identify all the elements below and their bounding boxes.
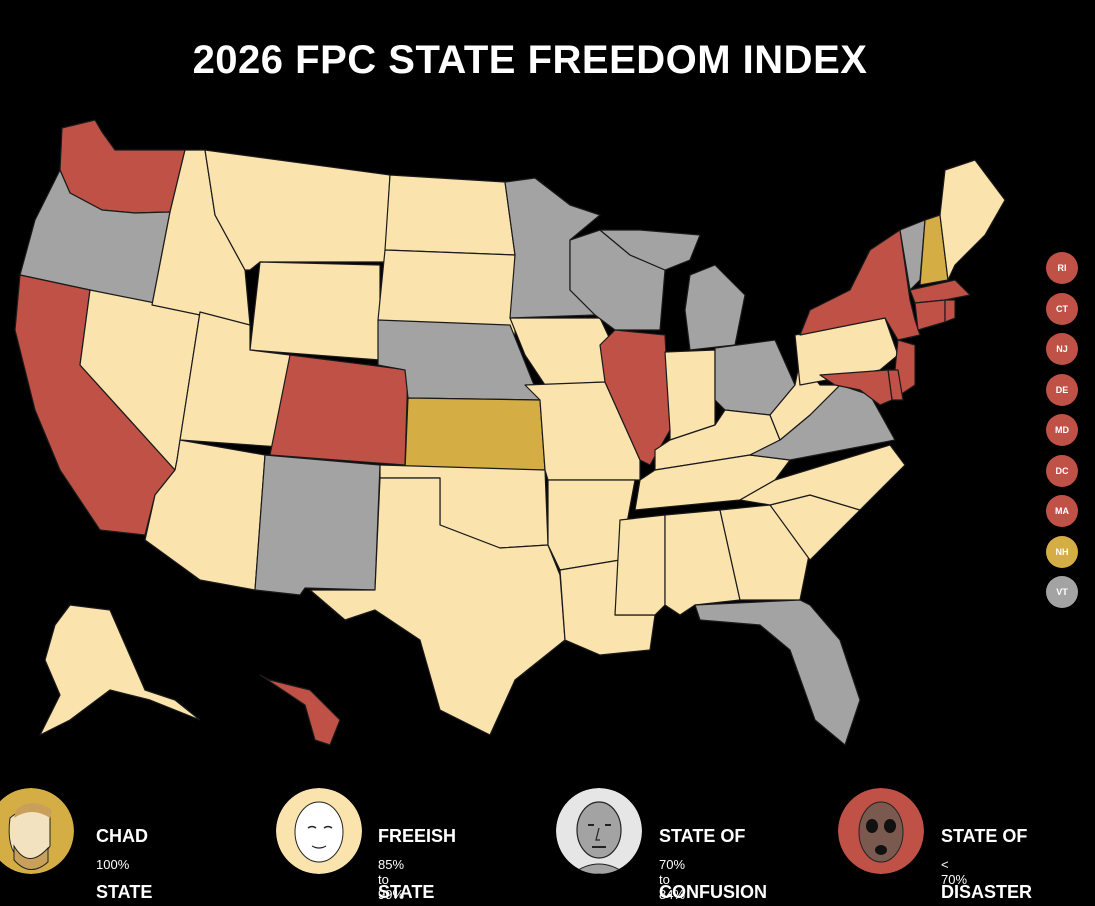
wojak-face-icon [276,788,362,874]
legend-disaster-range: < 70% [941,857,968,887]
state-massachusetts[interactable] [909,279,971,304]
state-kansas[interactable] [404,397,546,471]
state-texas[interactable] [309,477,566,736]
npc-face-icon [556,788,642,874]
state-south-dakota[interactable] [377,249,516,336]
legend-freeish-line1: FREEISH [378,826,457,846]
state-west-virginia[interactable] [769,359,841,441]
legend-chad-line2: STATE [96,882,153,902]
state-hawaii[interactable] [259,674,341,746]
state-north-dakota[interactable] [384,174,516,256]
small-state-badge-dc: DC [1046,454,1078,487]
legend-chad-line1: CHAD [96,826,148,846]
legend-disaster-line1: STATE OF [941,826,1028,846]
state-north-carolina[interactable] [739,444,906,511]
small-state-badge-md: MD [1046,414,1078,446]
doomer-face-icon [838,788,924,874]
small-state-badge-de: DE [1046,373,1078,406]
state-connecticut[interactable] [914,299,946,331]
legend-confusion-line1: STATE OF [659,826,746,846]
state-maryland[interactable] [819,369,893,406]
state-illinois[interactable] [599,329,671,466]
state-tennessee[interactable] [634,454,791,511]
us-state-map [14,119,1006,746]
small-state-badge-vt: VT [1046,576,1078,608]
state-michigan-upper[interactable] [599,229,701,271]
state-rhode-island[interactable] [944,299,956,323]
small-state-badge-ct: CT [1046,292,1078,325]
map-title: 2026 FPC STATE FREEDOM INDEX [192,38,868,82]
legend-chad-range: 100% [96,857,130,872]
state-colorado[interactable] [269,354,409,466]
state-maine[interactable] [939,159,1006,281]
legend: CHAD STATE 100% FREEISH STATE 85% to 99% [0,780,1095,902]
chad-face-icon [0,788,74,874]
small-state-badge-ma: MA [1046,495,1078,527]
state-new-york[interactable] [799,229,921,341]
state-alaska[interactable] [39,604,201,736]
small-state-badge-nh: NH [1046,535,1078,568]
state-new-mexico[interactable] [254,454,381,596]
state-mississippi[interactable] [614,514,666,616]
small-states-list: RI CT NJ DE MD DC MA NH VT [1046,252,1080,608]
legend-freeish-range: 85% to 99% [378,857,405,902]
small-state-badge-ri: RI [1046,252,1078,284]
small-state-badge-nj: NJ [1046,333,1078,365]
state-florida[interactable] [694,599,861,746]
state-indiana[interactable] [664,349,716,441]
state-wyoming[interactable] [249,261,381,361]
state-michigan-lower[interactable] [684,264,746,351]
legend-confusion-range: 70% to 84% [659,857,686,902]
